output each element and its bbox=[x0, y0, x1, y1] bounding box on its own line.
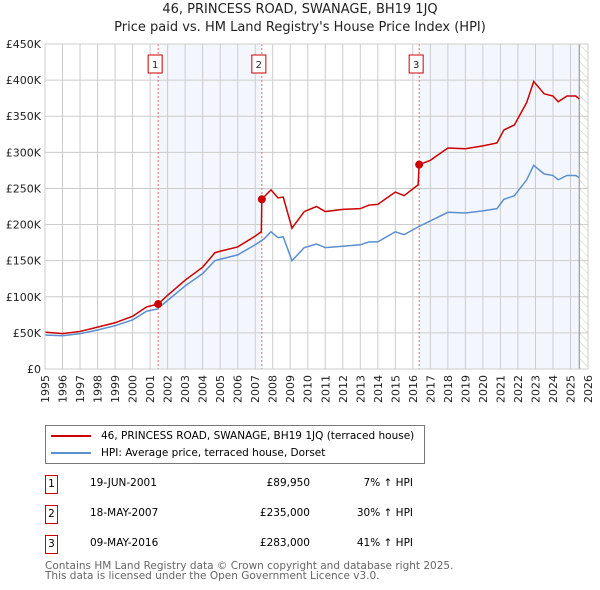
y-tick-label: £250K bbox=[6, 182, 42, 195]
y-tick-label: £200K bbox=[6, 219, 42, 232]
sale-date: 18-MAY-2007 bbox=[90, 507, 159, 519]
x-tick-label: 1998 bbox=[92, 375, 105, 403]
footer-licence: This data is licensed under the Open Gov… bbox=[45, 570, 380, 582]
x-tick-label: 1999 bbox=[109, 375, 122, 403]
sale-price: £283,000 bbox=[259, 537, 310, 549]
hatched-future-region bbox=[579, 44, 588, 369]
x-tick-label: 2004 bbox=[197, 375, 210, 403]
sale-marker-label: 3 bbox=[413, 60, 419, 71]
y-tick-label: £400K bbox=[6, 74, 42, 87]
sale-row: 2 18-MAY-2007 £235,000 30% ↑ HPI bbox=[45, 505, 413, 525]
x-tick-label: 2026 bbox=[582, 375, 595, 403]
plot-border bbox=[44, 43, 589, 370]
sale-number: 3 bbox=[45, 535, 58, 554]
sale-price: £89,950 bbox=[266, 477, 310, 489]
sale-point bbox=[154, 300, 163, 309]
x-tick-label: 2017 bbox=[424, 375, 437, 403]
sale-hpi-change: 30% ↑ HPI bbox=[356, 507, 413, 519]
y-tick-label: £0 bbox=[27, 363, 41, 376]
sale-price: £235,000 bbox=[259, 507, 310, 519]
x-tick-label: 2008 bbox=[267, 375, 280, 403]
sale-hpi-change: 41% ↑ HPI bbox=[356, 537, 413, 549]
sale-date: 19-JUN-2001 bbox=[90, 477, 157, 489]
y-tick-label: £350K bbox=[6, 110, 42, 123]
shaded-period-1-2 bbox=[158, 44, 262, 369]
x-tick-label: 2009 bbox=[284, 375, 297, 403]
x-tick-label: 2003 bbox=[179, 375, 192, 403]
x-tick-label: 2001 bbox=[144, 375, 157, 403]
x-tick-label: 2014 bbox=[372, 375, 385, 403]
x-tick-label: 2020 bbox=[477, 375, 490, 403]
x-tick-label: 2013 bbox=[354, 375, 367, 403]
sale-date: 09-MAY-2016 bbox=[90, 537, 159, 549]
x-tick-label: 2000 bbox=[127, 375, 140, 403]
sale-point bbox=[415, 160, 424, 169]
x-tick-label: 2023 bbox=[529, 375, 542, 403]
sale-marker-label: 2 bbox=[256, 60, 262, 71]
x-tick-label: 2016 bbox=[407, 375, 420, 403]
sale-point bbox=[257, 195, 266, 204]
x-tick-label: 2011 bbox=[319, 375, 332, 403]
sale-row: 3 09-MAY-2016 £283,000 41% ↑ HPI bbox=[45, 535, 413, 555]
x-tick-label: 2018 bbox=[442, 375, 455, 403]
sale-hpi-change: 7% ↑ HPI bbox=[363, 477, 413, 489]
legend: 46, PRINCESS ROAD, SWANAGE, BH19 1JQ (te… bbox=[45, 425, 425, 464]
x-tick-label: 2012 bbox=[337, 375, 350, 403]
x-tick-label: 2024 bbox=[547, 375, 560, 403]
sale-row: 1 19-JUN-2001 £89,950 7% ↑ HPI bbox=[45, 475, 413, 495]
x-tick-label: 2007 bbox=[249, 375, 262, 403]
y-tick-label: £300K bbox=[6, 146, 42, 159]
x-tick-label: 2005 bbox=[214, 375, 227, 403]
legend-swatch-property bbox=[51, 435, 91, 437]
x-tick-label: 2021 bbox=[494, 375, 507, 403]
x-tick-label: 2019 bbox=[459, 375, 472, 403]
y-tick-label: £150K bbox=[6, 255, 42, 268]
x-tick-label: 1995 bbox=[39, 375, 52, 403]
x-tick-label: 2015 bbox=[389, 375, 402, 403]
sale-number: 2 bbox=[45, 505, 58, 524]
sale-marker-box bbox=[408, 54, 424, 74]
y-tick-label: £450K bbox=[6, 38, 42, 51]
x-tick-label: 1996 bbox=[57, 375, 70, 403]
legend-swatch-hpi bbox=[51, 452, 91, 454]
x-tick-label: 2022 bbox=[512, 375, 525, 403]
sale-marker-box bbox=[251, 54, 267, 74]
sale-number: 1 bbox=[45, 475, 58, 494]
x-tick-label: 2010 bbox=[302, 375, 315, 403]
x-tick-label: 2025 bbox=[564, 375, 577, 403]
x-tick-label: 2006 bbox=[232, 375, 245, 403]
sale-marker-box bbox=[147, 54, 163, 74]
y-tick-label: £50K bbox=[13, 327, 42, 340]
legend-label-hpi: HPI: Average price, terraced house, Dors… bbox=[101, 447, 326, 459]
legend-label-property: 46, PRINCESS ROAD, SWANAGE, BH19 1JQ (te… bbox=[101, 430, 415, 442]
y-tick-label: £100K bbox=[6, 291, 42, 304]
chart-subtitle: Price paid vs. HM Land Registry's House … bbox=[114, 20, 486, 35]
x-tick-label: 2002 bbox=[162, 375, 175, 403]
plot-area: 1995 1996 1997 1998 1999 2000 2001 2002 2003 2004… bbox=[6, 38, 595, 403]
x-tick-label: 1997 bbox=[74, 375, 87, 403]
chart-title: 46, PRINCESS ROAD, SWANAGE, BH19 1JQ bbox=[162, 2, 438, 17]
sale-marker-label: 1 bbox=[152, 60, 158, 71]
footer-copyright: Contains HM Land Registry data © Crown c… bbox=[45, 560, 454, 572]
property-price-line bbox=[44, 80, 580, 335]
